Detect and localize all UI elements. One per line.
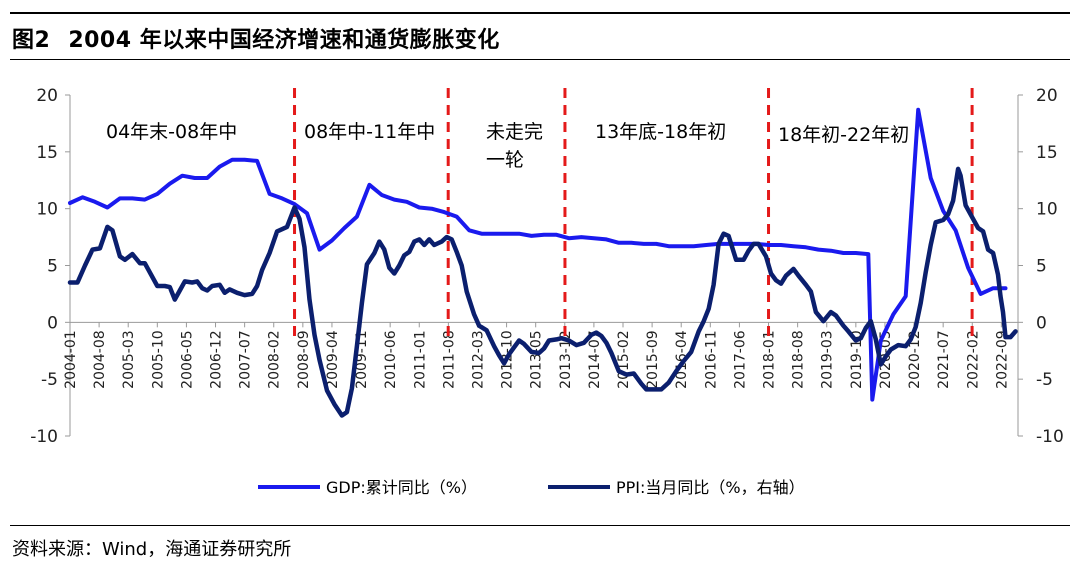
legend-label: GDP:累计同比（%） [326, 478, 477, 497]
y-left-tick-label: 0 [47, 313, 58, 333]
x-tick-label: 2015-02 [616, 330, 632, 389]
period-label: 18年初-22年初 [778, 124, 909, 146]
x-tick-label: 2006-05 [179, 330, 195, 389]
page-title: 图2 2004 年以来中国经济增速和通货膨胀变化 [12, 22, 500, 54]
x-tick-label: 2012-03 [470, 330, 486, 389]
y-right-tick-label: 5 [1036, 257, 1047, 277]
x-tick-label: 2017-06 [732, 330, 748, 389]
x-tick-label: 2004-01 [63, 330, 79, 389]
y-right-tick-label: 0 [1036, 313, 1047, 333]
source-note: 资料来源：Wind，海通证券研究所 [12, 539, 292, 560]
x-tick-label: 2015-09 [645, 330, 661, 389]
x-tick-label: 2004-08 [92, 330, 108, 389]
x-tick-label: 2013-12 [558, 330, 574, 389]
y-right-tick-label: 20 [1036, 86, 1058, 106]
x-tick-label: 2010-06 [383, 330, 399, 389]
x-tick-label: 2022-09 [994, 330, 1010, 389]
x-tick-label: 2018-08 [791, 330, 807, 389]
top-rule [10, 12, 1070, 14]
ppi-line [67, 166, 1018, 418]
figure-number: 图2 [12, 28, 51, 53]
y-right-tick-label: 10 [1036, 200, 1058, 220]
gdp-line [68, 107, 1008, 402]
title-bar: 图2 2004 年以来中国经济增速和通货膨胀变化 [0, 0, 1080, 62]
legend-label: PPI:当月同比（%，右轴） [616, 478, 805, 497]
legend: GDP:累计同比（%） PPI:当月同比（%，右轴） [258, 478, 805, 497]
x-tick-label: 2021-07 [936, 330, 952, 389]
y-left-tick-label: 20 [36, 86, 58, 106]
period-label-line: 一轮 [486, 149, 524, 171]
x-tick-label: 2005-03 [121, 330, 137, 389]
y-left-tick-label: 10 [36, 200, 58, 220]
x-tick-label: 2014-07 [587, 330, 603, 389]
x-tick-label: 2019-10 [849, 330, 865, 389]
x-tick-label: 2013-05 [529, 330, 545, 389]
title-underline [10, 59, 1070, 60]
y-right-tick-label: -5 [1036, 370, 1053, 390]
y-right-tick-label: 15 [1036, 143, 1058, 163]
x-tick-label: 2018-01 [762, 330, 778, 389]
x-tick-label: 2020-12 [907, 330, 923, 389]
axes: -10 -5 0 5 10 15 20 -10 -5 0 5 10 15 20 2004-01 2004-08… [30, 86, 1064, 447]
period-label-line: 13年底-18年初 [595, 121, 726, 143]
x-tick-label: 2011-08 [441, 330, 457, 389]
figure-title: 2004 年以来中国经济增速和通货膨胀变化 [68, 28, 500, 53]
x-tick-label: 2007-07 [238, 330, 254, 389]
x-tick-label: 2016-11 [703, 330, 719, 389]
y-left-tick-label: 15 [36, 143, 58, 163]
period-label-line: 04年末-08年中 [106, 121, 237, 143]
x-tick-label: 2008-09 [296, 330, 312, 389]
period-label: 未走完一轮 [486, 121, 543, 171]
period-labels: 04年末-08年中 08年中-11年中 未走完一轮 13年底-18年初 18年初-22年… [106, 121, 909, 171]
y-left-tick-label: -5 [41, 370, 58, 390]
x-tick-label: 2022-02 [965, 330, 981, 389]
period-label-line: 18年初-22年初 [778, 124, 909, 146]
y-right-tick-label: -10 [1036, 427, 1064, 447]
x-tick-label: 2019-03 [820, 330, 836, 389]
y-left-tick-label: -10 [30, 427, 58, 447]
x-tick-label: 2008-02 [267, 330, 283, 389]
period-label: 08年中-11年中 [304, 121, 435, 143]
period-label-line: 未走完 [486, 121, 543, 143]
x-tick-label: 2006-12 [209, 330, 225, 389]
x-tick-label: 2005-10 [150, 330, 166, 389]
y-left-tick-label: 5 [47, 257, 58, 277]
period-label-line: 08年中-11年中 [304, 121, 435, 143]
series-lines [67, 107, 1018, 418]
bottom-rule [10, 525, 1070, 526]
period-label: 04年末-08年中 [106, 121, 237, 143]
period-label: 13年底-18年初 [595, 121, 726, 143]
x-tick-label: 2009-04 [325, 330, 341, 389]
x-tick-label: 2011-01 [412, 330, 428, 389]
